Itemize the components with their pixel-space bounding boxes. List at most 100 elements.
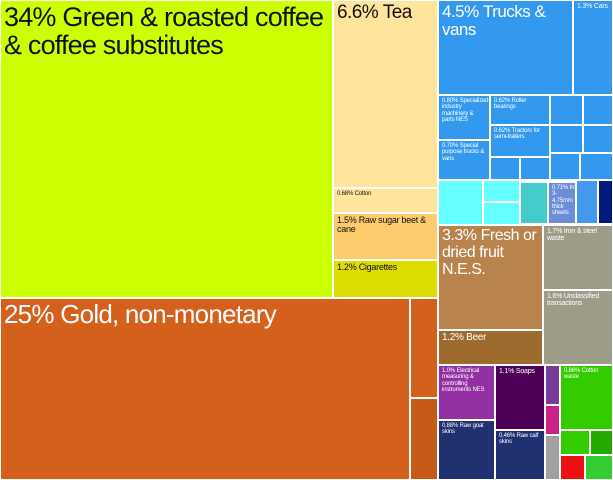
treemap-cell: 0.62% Roller bearings [490, 95, 550, 125]
category-label: Raw calf skins [499, 433, 539, 446]
treemap-cell: 0.88% Raw goat skins [438, 420, 495, 480]
value-label: 3.3% [442, 227, 477, 244]
cell-label: 1.5% Raw sugar beet & cane [337, 215, 435, 235]
cell-label: 6.6% Tea [337, 3, 435, 23]
value-label: 0.86% [564, 368, 581, 374]
cell-label: 0.71%Iron/steel 3-4.75mm thick sheets [552, 185, 576, 217]
treemap-cell: 25% Gold, non-monetary [0, 298, 410, 480]
value-label: 1.0% [442, 368, 455, 374]
category-label: Tractors for semi-trailers [494, 128, 540, 141]
cell-label: 4.5% Trucks & vans [442, 3, 570, 39]
cell-label: 34% Green & roasted coffee & coffee subst… [4, 3, 330, 60]
treemap-cell: 1.5% Raw sugar beet & cane [333, 213, 438, 260]
category-label: Fresh or dried fruit N.E.S. [442, 227, 537, 278]
cell-label: 0.62% Roller bearings [494, 98, 547, 111]
minor-cell [560, 430, 590, 455]
treemap-cell: 1.2% Cigarettes [333, 260, 438, 298]
cell-label: 1.2% Beer [442, 332, 540, 344]
category-label: Raw goat skins [442, 423, 484, 436]
value-label: 0.62% [494, 128, 511, 134]
treemap-cell: 1.6% Unclassified transactions [543, 290, 613, 365]
cell-label: 0.86% Cotton waste [564, 368, 610, 381]
minor-cell [545, 405, 560, 435]
value-label: 0.68% [337, 191, 354, 197]
treemap-cell: 1.7% Iron & steel waste [543, 225, 613, 290]
cell-label: 0.88% Raw goat skins [442, 423, 492, 436]
minor-cell [580, 153, 613, 180]
value-label: 34% [4, 2, 56, 32]
minor-cell [545, 435, 560, 480]
value-label: 6.6% [337, 2, 379, 23]
value-label: 1.5% [337, 215, 357, 225]
cell-label: 25% Gold, non-monetary [4, 299, 407, 329]
category-label: Trucks & vans [442, 2, 546, 39]
minor-cell [410, 298, 438, 398]
value-label: 1.1% [499, 368, 515, 375]
cell-label: 0.62% Tractors for semi-trailers [494, 128, 547, 141]
treemap-cell: 1.3% Cars [573, 0, 613, 95]
value-label: 1.7% [547, 228, 563, 235]
treemap-cell: 0.46% Raw calf skins [495, 430, 545, 480]
value-label: 0.80% [442, 98, 459, 104]
value-label: 0.70% [442, 143, 459, 149]
treemap-cell: 3.3% Fresh or dried fruit N.E.S. [438, 225, 543, 330]
treemap-cell: 1.1% Soaps [495, 365, 545, 430]
treemap-cell: 0.68% Cotton [333, 188, 438, 213]
category-label: Unclassified transactions [547, 293, 600, 308]
treemap-cell: 0.71%Iron/steel 3-4.75mm thick sheets [548, 182, 576, 224]
cell-label: 0.70% Special purpose trucks & vans [442, 143, 487, 162]
category-label: Cars [593, 3, 608, 10]
value-label: 0.71% [552, 185, 569, 191]
category-label: Tea [382, 2, 413, 23]
category-label: Cotton waste [564, 368, 599, 381]
cell-label: 0.68% Cotton [337, 191, 435, 197]
cell-label: 1.2% Cigarettes [337, 262, 435, 272]
category-label: Iron & steel waste [547, 228, 597, 243]
value-label: 0.88% [442, 423, 459, 429]
cell-label: 0.46% Raw calf skins [499, 433, 542, 446]
minor-cell [576, 180, 598, 224]
value-label: 1.2% [337, 262, 357, 272]
minor-cell [583, 125, 613, 153]
category-label: Soaps [515, 368, 535, 375]
treemap-cell: 34% Green & roasted coffee & coffee subst… [0, 0, 333, 298]
minor-cell [410, 398, 438, 480]
treemap-cell: 0.62% Tractors for semi-trailers [490, 125, 550, 157]
treemap-cell: 1.2% Beer [438, 330, 543, 365]
minor-cell [483, 202, 520, 225]
value-label: 0.46% [499, 433, 516, 439]
minor-cell [598, 180, 613, 224]
minor-cell [550, 125, 583, 153]
category-label: Special purpose trucks & vans [442, 143, 485, 162]
minor-cell [520, 157, 550, 180]
category-label: Iron/steel 3-4.75mm thick sheets [552, 185, 576, 217]
value-label: 4.5% [442, 2, 479, 21]
value-label: 25% [4, 299, 54, 329]
minor-cell [550, 95, 583, 125]
category-label: Raw sugar beet & cane [337, 215, 426, 235]
minor-cell [590, 430, 613, 455]
category-label: Cotton [354, 191, 372, 197]
minor-cell [550, 153, 580, 180]
category-label: Electrical measuring & controlling instr… [442, 368, 485, 393]
cell-label: 3.3% Fresh or dried fruit N.E.S. [442, 227, 540, 278]
minor-cell [520, 182, 548, 224]
value-label: 1.3% [577, 3, 593, 10]
cell-label: 1.3% Cars [577, 3, 610, 10]
value-label: 1.2% [442, 332, 464, 343]
category-label: Specialized industry machinery & parts N… [442, 98, 489, 123]
cell-label: 1.6% Unclassified transactions [547, 293, 610, 308]
cell-label: 0.80% Specialized industry machinery & pa… [442, 98, 489, 123]
cell-label: 1.0% Electrical measuring & controlling i… [442, 368, 492, 393]
cell-label: 1.7% Iron & steel waste [547, 228, 610, 243]
treemap-cell: 0.80% Specialized industry machinery & pa… [438, 95, 490, 140]
treemap-cell: 0.86% Cotton waste [560, 365, 613, 430]
value-label: 1.6% [547, 293, 563, 300]
minor-cell [438, 180, 483, 225]
minor-cell [583, 95, 613, 125]
minor-cell [545, 365, 560, 405]
category-label: Green & roasted coffee & coffee substitu… [4, 2, 324, 61]
treemap-cell: 6.6% Tea [333, 0, 438, 188]
minor-cell [483, 180, 520, 202]
